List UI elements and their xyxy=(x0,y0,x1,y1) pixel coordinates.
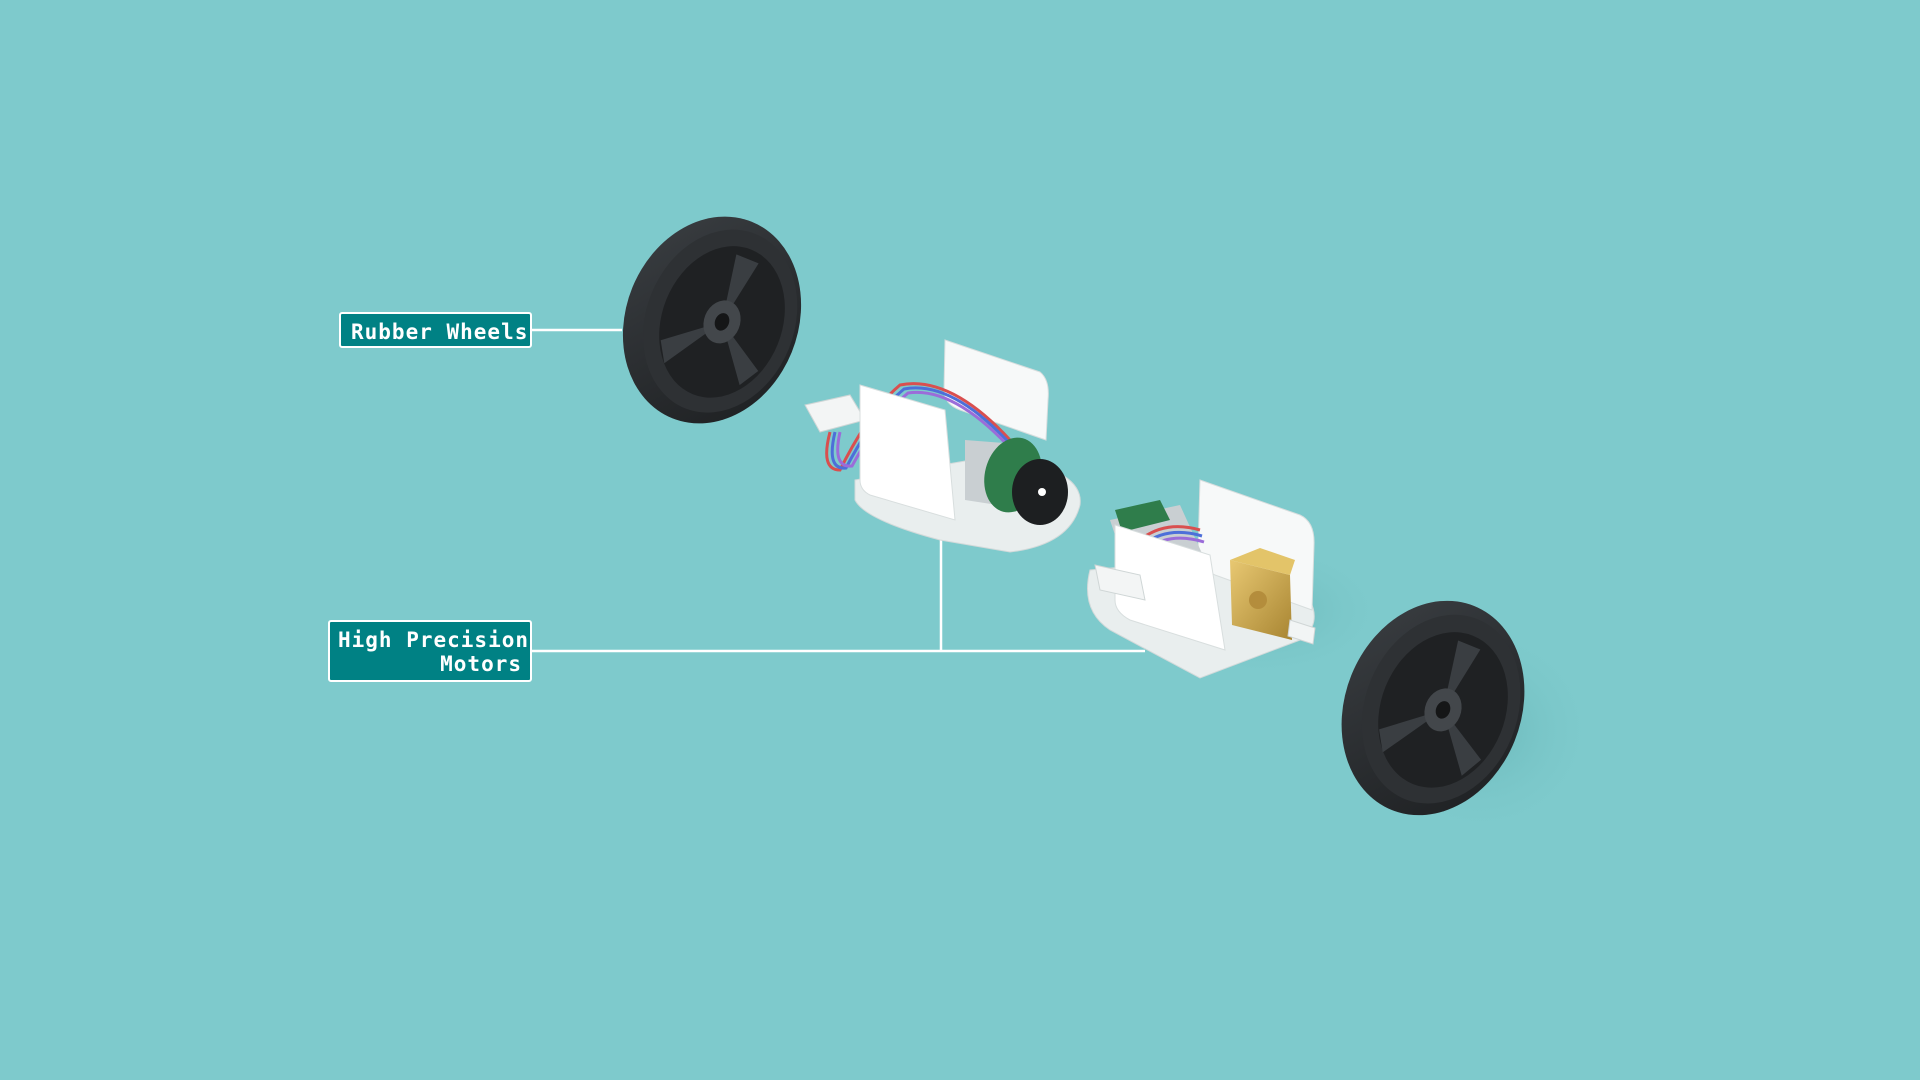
motors-label-line-1: High Precision xyxy=(338,628,530,652)
rubber-wheels-label-text: Rubber Wheels xyxy=(351,320,529,344)
high-precision-motors-label: High Precision Motors xyxy=(328,620,532,682)
motor-assembly-left xyxy=(804,339,1081,553)
leader-lines xyxy=(532,328,1145,653)
rubber-wheel-left xyxy=(622,216,802,424)
motor-assembly-right xyxy=(1087,479,1316,679)
motors-label-line-2: Motors xyxy=(440,652,522,676)
rubber-wheel-right xyxy=(1341,600,1525,816)
rubber-wheels-label: Rubber Wheels xyxy=(339,312,532,348)
